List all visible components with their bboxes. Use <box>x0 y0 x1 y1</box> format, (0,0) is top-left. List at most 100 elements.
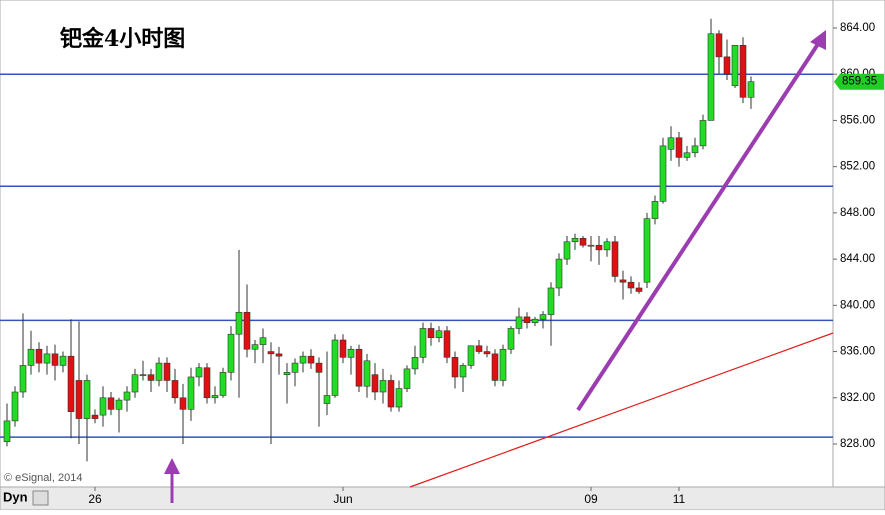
candle-body <box>659 145 667 202</box>
candle-body <box>163 362 171 381</box>
candle-body <box>747 81 755 98</box>
candle-body <box>571 237 579 243</box>
candle-body <box>467 345 475 366</box>
candle-body <box>299 355 307 364</box>
x-tick-label: 09 <box>584 492 598 506</box>
candle-body <box>3 420 11 442</box>
candle-body <box>211 395 219 399</box>
y-tick-label: 832.00 <box>840 392 875 404</box>
grid <box>0 73 833 438</box>
candle-body <box>635 287 643 292</box>
candle-body <box>443 330 451 358</box>
candle-body <box>739 45 747 98</box>
candle-body <box>403 368 411 389</box>
candle-body <box>643 218 651 283</box>
candle-body <box>251 344 259 350</box>
candle-body <box>243 311 251 350</box>
candle-body <box>219 372 227 396</box>
candle-body <box>651 201 659 219</box>
candle-body <box>187 376 195 410</box>
candle-body <box>491 353 499 381</box>
candle-body <box>427 328 435 338</box>
candle-body <box>555 258 563 289</box>
candle-body <box>507 328 515 350</box>
candle-body <box>731 45 739 87</box>
candle-body <box>587 244 595 247</box>
y-tick-label: 828.00 <box>840 438 875 450</box>
candle-body <box>307 355 315 364</box>
candle-body <box>619 279 627 283</box>
candle-body <box>675 137 683 158</box>
toolbar-label[interactable]: Dyn <box>3 489 28 504</box>
candle-body <box>11 391 19 422</box>
candle-body <box>291 362 299 373</box>
arrow <box>576 42 820 412</box>
candle-body <box>699 120 707 147</box>
time-axis <box>0 486 885 511</box>
y-tick-label: 836.00 <box>840 346 875 358</box>
arrow-head <box>164 458 180 474</box>
candle-body <box>707 33 715 121</box>
candle-body <box>91 414 99 419</box>
x-tick-label: 11 <box>673 492 686 506</box>
candle-body <box>515 316 523 329</box>
candle-body <box>99 397 107 416</box>
candle-body <box>435 330 443 338</box>
x-tick-label: 26 <box>88 492 102 506</box>
candle-body <box>667 137 675 150</box>
candle-body <box>563 241 571 260</box>
candle-body <box>115 399 123 410</box>
candle-body <box>275 353 283 357</box>
candle-body <box>603 241 611 251</box>
y-tick-label: 852.00 <box>840 161 875 173</box>
candle-body <box>611 241 619 277</box>
candle-body <box>195 367 203 378</box>
candle-body <box>459 365 467 378</box>
candle-body <box>331 339 339 396</box>
candle-body <box>395 388 403 408</box>
candle-body <box>363 360 371 387</box>
y-tick-label: 856.00 <box>840 114 875 126</box>
candle-body <box>475 345 483 352</box>
candle-body <box>411 357 419 370</box>
candle-body <box>227 333 235 373</box>
trend-line <box>409 332 834 488</box>
candle-body <box>51 353 59 366</box>
candle-body <box>315 362 323 373</box>
candle-body <box>203 367 211 399</box>
candle-body <box>131 374 139 393</box>
candle-body <box>387 380 395 408</box>
y-tick-label: 864.00 <box>840 22 875 34</box>
candle-body <box>579 237 587 246</box>
candle-body <box>483 351 491 355</box>
arrow-head <box>810 30 826 50</box>
candle-body <box>371 374 379 393</box>
y-tick-label: 844.00 <box>840 253 875 265</box>
plot-area <box>0 0 834 488</box>
candle-body <box>259 337 267 345</box>
candle-body <box>419 328 427 358</box>
candle-body <box>523 316 531 323</box>
candle-body <box>171 380 179 399</box>
candle-body <box>59 355 67 366</box>
watermark: © eSignal, 2014 <box>4 472 82 484</box>
candle-body <box>715 33 723 58</box>
candle-body <box>27 348 35 366</box>
candle-body <box>235 311 243 335</box>
candle-body <box>339 339 347 358</box>
candle-body <box>379 380 387 393</box>
candle-body <box>451 357 459 378</box>
chart-title: 钯金4小时图 <box>60 26 185 52</box>
candle-body <box>43 353 51 364</box>
candle-body <box>683 152 691 158</box>
y-tick-label: 848.00 <box>840 207 875 219</box>
candle-body <box>539 314 547 320</box>
candle-body <box>19 365 27 393</box>
candle-body <box>723 56 731 75</box>
lock-button[interactable] <box>32 490 49 506</box>
y-tick-label: 840.00 <box>840 299 875 311</box>
candle-body <box>107 397 115 410</box>
last-price-label: 859.35 <box>842 76 877 88</box>
candle-body <box>347 348 355 358</box>
